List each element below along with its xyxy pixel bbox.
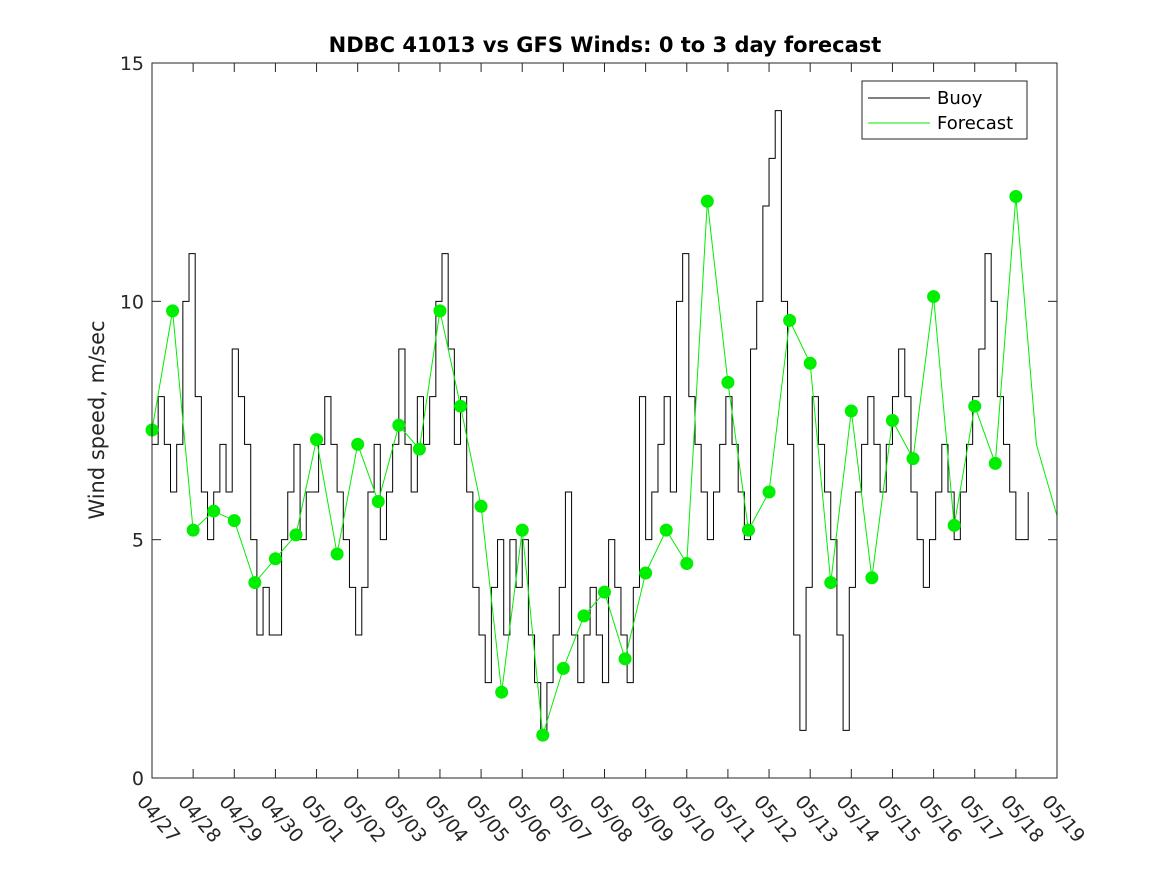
y-tick-label: 0 xyxy=(132,768,144,790)
forecast-point xyxy=(844,404,858,418)
legend-forecast-label: Forecast xyxy=(937,113,1013,134)
forecast-point xyxy=(885,414,899,427)
y-axis-label: Wind speed, m/sec xyxy=(85,320,109,519)
forecast-point xyxy=(968,399,982,413)
forecast-point xyxy=(515,523,529,537)
forecast-point xyxy=(1009,189,1023,203)
forecast-point xyxy=(536,728,550,742)
forecast-point xyxy=(495,685,509,699)
forecast-point xyxy=(207,504,221,518)
forecast-point xyxy=(762,485,776,499)
legend-buoy-label: Buoy xyxy=(937,88,983,109)
forecast-point xyxy=(371,495,385,509)
forecast-point xyxy=(268,552,282,566)
forecast-point xyxy=(824,576,838,590)
forecast-point xyxy=(988,456,1002,470)
forecast-point xyxy=(577,609,591,623)
legend-box xyxy=(861,80,1028,140)
forecast-point xyxy=(598,585,611,599)
forecast-point xyxy=(412,442,426,456)
forecast-point xyxy=(659,523,673,537)
forecast-point xyxy=(186,523,200,537)
plot-frame xyxy=(151,62,1058,779)
forecast-point xyxy=(310,433,324,447)
y-tick-label: 5 xyxy=(132,530,144,552)
forecast-point xyxy=(947,518,961,532)
forecast-point xyxy=(392,418,406,432)
forecast-point xyxy=(618,652,632,666)
forecast-point xyxy=(351,437,365,451)
forecast-point xyxy=(474,499,488,513)
forecast-point xyxy=(433,304,447,318)
buoy-series-line xyxy=(152,110,1029,731)
y-tick-label: 10 xyxy=(120,291,144,313)
forecast-point xyxy=(556,661,570,675)
forecast-point xyxy=(927,290,941,304)
chart-title: NDBC 41013 vs GFS Winds: 0 to 3 day fore… xyxy=(329,33,882,57)
forecast-point xyxy=(248,576,262,590)
forecast-point xyxy=(741,523,755,537)
forecast-point xyxy=(330,547,344,561)
forecast-point xyxy=(454,399,468,413)
forecast-point xyxy=(227,514,241,528)
y-tick-label: 15 xyxy=(120,53,144,75)
forecast-point xyxy=(639,566,653,580)
forecast-point xyxy=(289,528,303,542)
forecast-point xyxy=(700,194,714,208)
forecast-point xyxy=(803,356,817,370)
legend: Buoy Forecast xyxy=(861,80,1028,140)
forecast-point xyxy=(680,557,694,570)
forecast-point xyxy=(783,313,797,327)
forecast-point xyxy=(865,571,879,585)
forecast-point xyxy=(166,304,180,318)
forecast-point xyxy=(721,375,735,389)
forecast-point xyxy=(906,452,920,466)
